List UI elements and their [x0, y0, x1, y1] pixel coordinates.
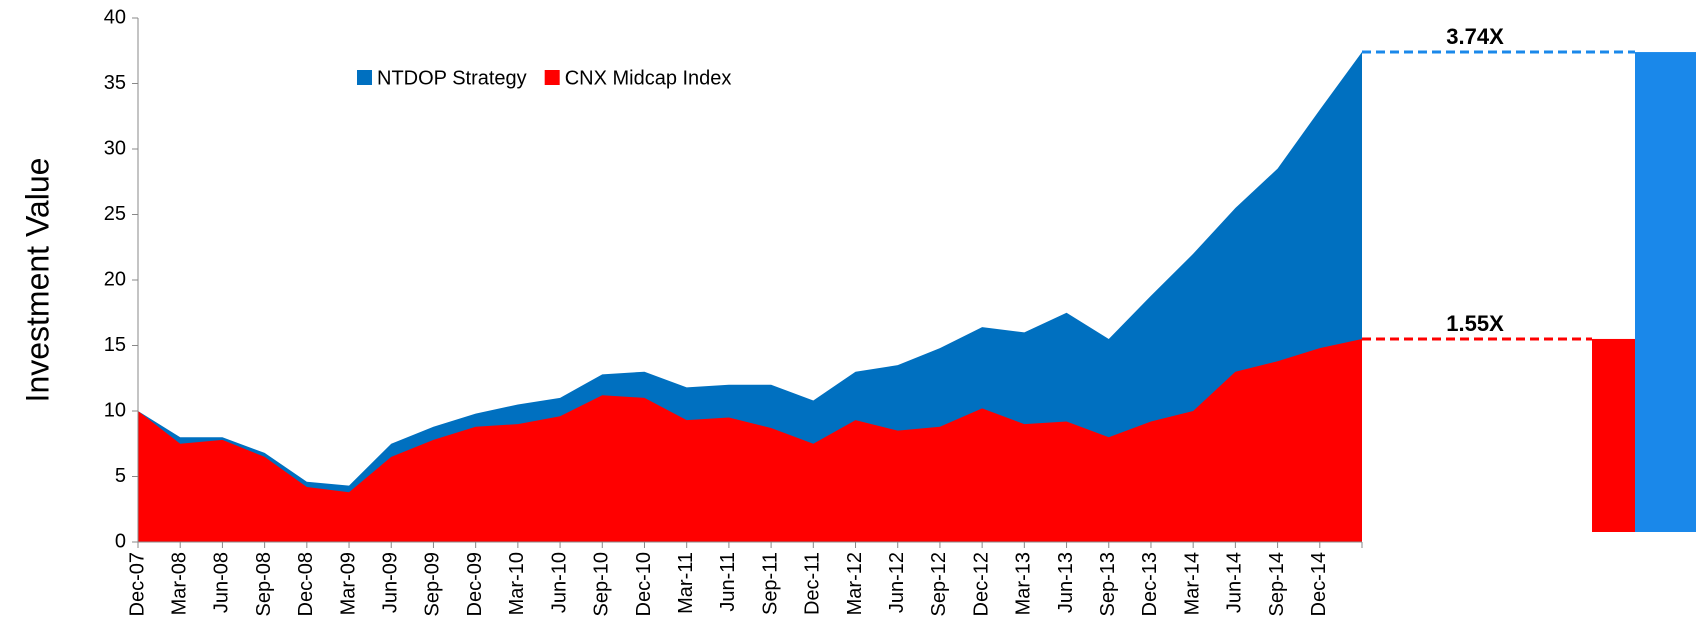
- y-tick-label: 35: [104, 72, 126, 94]
- annotation: 3.74X: [1446, 24, 1504, 49]
- x-tick-label: Mar-10: [506, 552, 528, 615]
- x-tick-label: Sep-09: [422, 552, 444, 617]
- y-tick-label: 5: [115, 465, 126, 487]
- x-tick-label: Jun-09: [380, 552, 402, 613]
- x-tick-label: Jun-14: [1224, 552, 1246, 613]
- area: [138, 338, 1362, 542]
- x-tick-label: Mar-12: [844, 552, 866, 615]
- x-tick-label: Jun-10: [548, 552, 570, 613]
- y-axis-label: Investment Value: [19, 158, 55, 403]
- y-tick-label: 40: [104, 6, 126, 28]
- y-tick-label: 25: [104, 203, 126, 225]
- legend-label: CNX Midcap Index: [565, 67, 732, 89]
- x-tick-label: Sep-14: [1266, 552, 1288, 617]
- x-tick-label: Jun-08: [211, 552, 233, 613]
- x-tick-label: Jun-12: [886, 552, 908, 613]
- legend-label: NTDOP Strategy: [377, 67, 527, 89]
- x-tick-label: Dec-10: [633, 552, 655, 616]
- x-tick-label: Dec-14: [1308, 552, 1330, 616]
- x-tick-label: Mar-08: [168, 552, 190, 615]
- y-tick-label: 15: [104, 334, 126, 356]
- x-tick-label: Mar-11: [675, 552, 697, 614]
- bar: [1635, 52, 1696, 533]
- area: [138, 52, 1362, 543]
- x-tick-label: Mar-13: [1013, 552, 1035, 615]
- x-tick-label: Dec-07: [126, 552, 148, 616]
- y-tick-label: 30: [104, 137, 126, 159]
- x-tick-label: Mar-14: [1181, 552, 1203, 615]
- legend-swatch: [357, 70, 372, 85]
- x-tick-label: Dec-12: [970, 552, 992, 616]
- y-tick-label: 10: [104, 399, 126, 421]
- x-tick-label: Mar-09: [337, 552, 359, 615]
- x-tick-label: Sep-13: [1097, 552, 1119, 617]
- x-tick-label: Dec-13: [1139, 552, 1161, 616]
- annotation: 1.55X: [1446, 311, 1504, 336]
- x-tick-label: Dec-11: [802, 552, 824, 615]
- x-tick-label: Sep-08: [253, 552, 275, 617]
- x-tick-label: Sep-10: [591, 552, 613, 617]
- x-tick-label: Jun-13: [1055, 552, 1077, 613]
- x-tick-label: Sep-12: [928, 552, 950, 617]
- x-tick-label: Dec-08: [295, 552, 317, 616]
- x-tick-label: Dec-09: [464, 552, 486, 616]
- legend-swatch: [544, 70, 560, 85]
- x-tick-label: Sep-11: [759, 552, 781, 615]
- y-tick-label: 20: [104, 268, 126, 290]
- y-tick-label: 0: [115, 530, 126, 552]
- x-tick-label: Jun-11: [717, 552, 739, 612]
